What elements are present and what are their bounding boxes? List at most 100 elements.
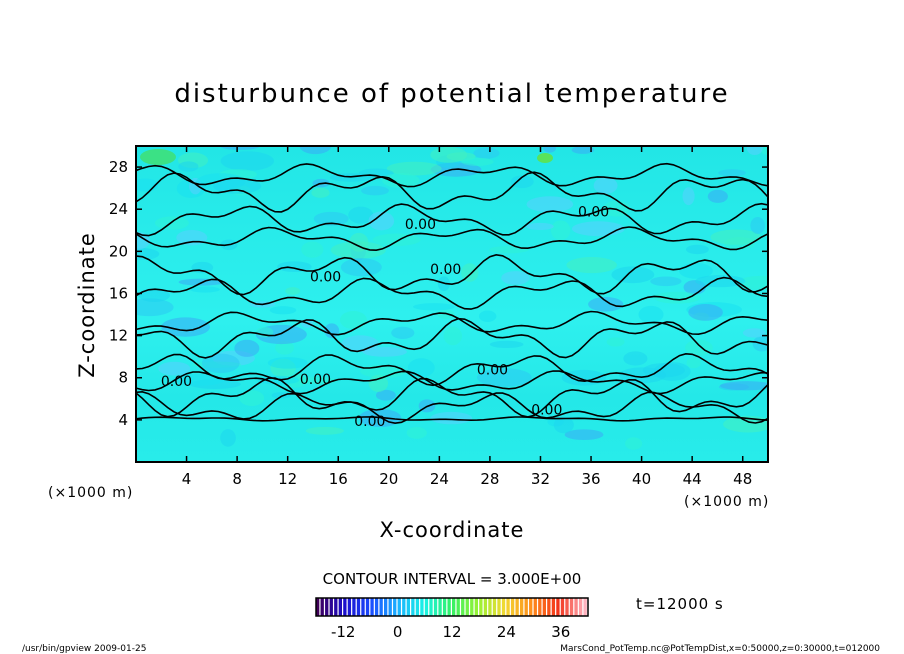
field-patch	[593, 177, 618, 194]
field-patch	[234, 339, 260, 357]
x-tick-label: 4	[182, 470, 192, 488]
x-tick-label: 24	[430, 470, 449, 488]
colorbar-cell	[538, 598, 542, 616]
field-patch	[136, 298, 174, 317]
colorbar-tick-label: 24	[497, 623, 516, 641]
colorbar-cell	[542, 598, 546, 616]
contour-line	[136, 162, 768, 188]
y-tick-label: 16	[109, 284, 128, 302]
field-patch	[138, 288, 171, 303]
colorbar-cell	[397, 598, 401, 616]
field-patch	[720, 381, 768, 391]
field-patch	[430, 146, 468, 163]
x-axis-label: X-coordinate	[380, 518, 525, 542]
colorbar-cell	[411, 598, 415, 616]
colorbar-cell	[574, 598, 578, 616]
field-patch	[269, 306, 297, 315]
field-patch	[685, 339, 713, 356]
field-patch	[239, 390, 265, 407]
colorbar-cell	[488, 598, 492, 616]
x-tick-label: 28	[480, 470, 499, 488]
colorbar-cell	[429, 598, 433, 616]
field-patch	[301, 241, 324, 258]
field-patch	[339, 311, 367, 330]
colorbar-cell	[393, 598, 397, 616]
field-patch	[688, 304, 723, 321]
colorbar-cell	[529, 598, 533, 616]
field-patch	[606, 337, 625, 347]
contour-label: 0.00	[430, 262, 461, 278]
colorbar-cell	[338, 598, 342, 616]
colorbar-cell	[565, 598, 569, 616]
colorbar-cell	[547, 598, 551, 616]
time-label: t=12000 s	[636, 595, 724, 613]
field-patch	[189, 286, 221, 293]
field-patch	[158, 361, 191, 376]
field-patch	[685, 244, 709, 255]
contour-line	[136, 352, 768, 387]
field-patch	[406, 426, 427, 439]
contour-interval-label: CONTOUR INTERVAL = 3.000E+00	[323, 570, 582, 588]
colorbar-cell	[479, 598, 483, 616]
colorbar-cell	[452, 598, 456, 616]
field-patch	[375, 389, 396, 401]
field-patch	[443, 326, 463, 346]
contour-line	[136, 370, 768, 395]
colorbar-cell	[379, 598, 383, 616]
field-patch	[461, 263, 479, 282]
field-patch	[742, 328, 766, 338]
field-patch	[746, 146, 763, 156]
colorbar-cell	[578, 598, 583, 616]
colorbar-cell	[533, 598, 537, 616]
field-patch	[413, 303, 455, 311]
field-patch	[750, 216, 765, 234]
field-patch	[682, 187, 695, 206]
colorbar-cell	[560, 598, 565, 616]
field-patch	[588, 297, 624, 312]
field-patch	[553, 416, 574, 434]
field-patch	[305, 426, 344, 435]
contour-line	[136, 416, 768, 422]
contour-line	[136, 377, 768, 418]
x-tick-label: 16	[329, 470, 348, 488]
colorbar-cell	[470, 598, 474, 616]
field-patch	[489, 340, 524, 349]
colorbar-cell	[433, 598, 438, 616]
colorbar-cell	[402, 598, 406, 616]
contour-label: 0.00	[531, 402, 562, 418]
field-patch	[430, 411, 473, 425]
plot-frame	[135, 145, 769, 463]
field-patches	[136, 146, 768, 450]
field-patch	[368, 211, 395, 231]
contour-label: 0.00	[300, 372, 331, 388]
colorbar-ticks: -12 0 12 24 36	[331, 623, 570, 641]
contour-label: 0.00	[310, 270, 341, 286]
field-patch	[638, 305, 664, 324]
contour-line	[136, 202, 768, 237]
field-patch	[330, 241, 386, 259]
colorbar-cell	[329, 598, 333, 616]
colorbar-cell	[365, 598, 370, 616]
field-patch	[611, 266, 655, 284]
field-patch	[564, 429, 604, 441]
colorbar-cell	[497, 598, 501, 616]
field-patch	[526, 222, 554, 230]
colorbar-cell	[325, 598, 329, 616]
field-patch	[368, 374, 389, 392]
colorbar-cell	[352, 598, 356, 616]
field-patch	[571, 221, 625, 237]
field-patch	[710, 229, 762, 245]
contour-line	[136, 253, 768, 296]
field-patch	[566, 256, 617, 274]
colorbar-cell	[438, 598, 442, 616]
contour-line	[136, 171, 768, 213]
contour-label: 0.00	[161, 374, 192, 390]
colorbar-tick-label: 0	[393, 623, 403, 641]
x-tick-label: 40	[632, 470, 651, 488]
colorbar-cell	[361, 598, 365, 616]
field-patch	[718, 169, 746, 177]
colorbar-cell	[388, 598, 392, 616]
colorbar-cell	[384, 598, 388, 616]
contour-lines	[136, 162, 768, 425]
